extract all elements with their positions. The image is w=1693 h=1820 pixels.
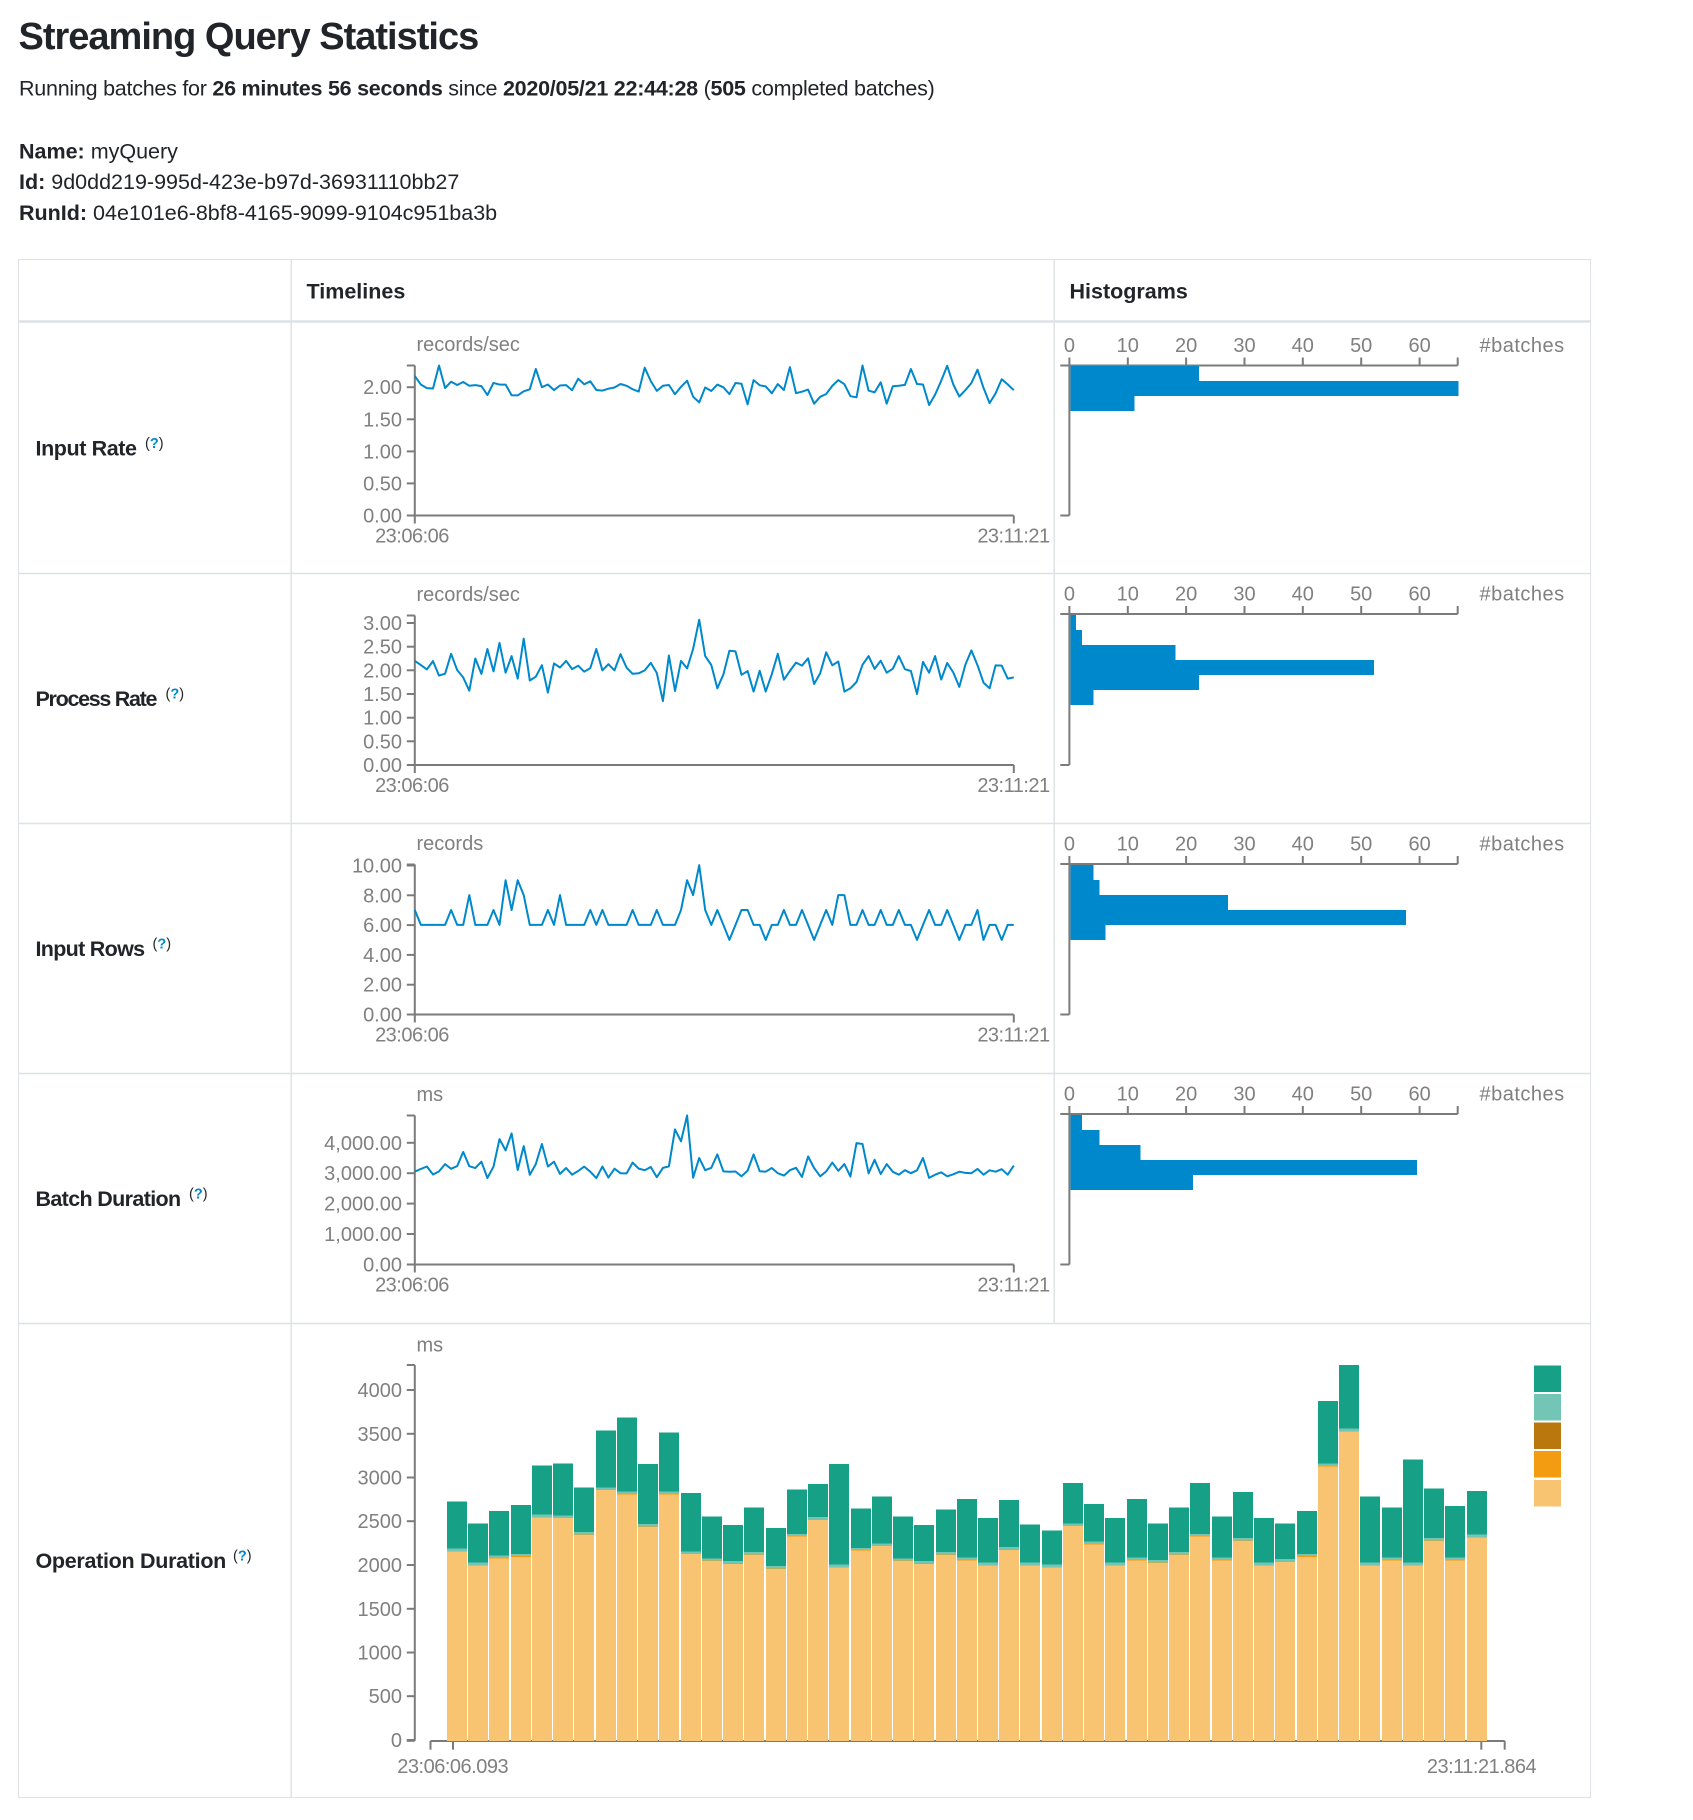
svg-text:1500: 1500 (358, 1599, 403, 1621)
svg-text:23:06:06: 23:06:06 (375, 1025, 449, 1047)
svg-text:#batches: #batches (1480, 584, 1565, 606)
svg-text:3.00: 3.00 (363, 613, 402, 635)
svg-text:1.50: 1.50 (363, 409, 402, 431)
svg-text:23:11:21.864: 23:11:21.864 (1427, 1756, 1537, 1778)
svg-text:Input Rate: Input Rate (36, 437, 138, 461)
svg-text:23:06:06: 23:06:06 (375, 775, 449, 797)
svg-text:2.00: 2.00 (363, 975, 402, 997)
svg-text:30: 30 (1233, 1084, 1255, 1106)
svg-text:20: 20 (1175, 834, 1197, 856)
svg-text:Streaming Query Statistics: Streaming Query Statistics (19, 16, 479, 58)
svg-text:Batch Duration: Batch Duration (36, 1187, 181, 1211)
svg-text:(?): (?) (166, 687, 185, 703)
svg-text:40: 40 (1292, 1084, 1314, 1106)
svg-text:23:06:06: 23:06:06 (375, 526, 449, 548)
svg-text:2.00: 2.00 (363, 660, 402, 682)
svg-text:40: 40 (1292, 335, 1314, 357)
svg-text:records/sec: records/sec (417, 334, 520, 356)
svg-text:#batches: #batches (1480, 335, 1565, 357)
svg-text:0: 0 (1064, 335, 1075, 357)
svg-text:0: 0 (391, 1730, 402, 1752)
svg-text:23:06:06: 23:06:06 (375, 1275, 449, 1297)
svg-text:10: 10 (1117, 834, 1139, 856)
svg-text:#batches: #batches (1480, 834, 1565, 856)
svg-text:(?): (?) (153, 937, 172, 953)
svg-text:20: 20 (1175, 584, 1197, 606)
svg-text:0.00: 0.00 (363, 1005, 402, 1027)
svg-text:3500: 3500 (358, 1424, 403, 1446)
svg-text:Input Rows: Input Rows (36, 937, 146, 961)
svg-text:(?): (?) (233, 1549, 252, 1565)
svg-text:30: 30 (1233, 584, 1255, 606)
svg-text:Operation Duration: Operation Duration (36, 1549, 227, 1573)
svg-text:0: 0 (1064, 1084, 1075, 1106)
svg-text:4,000.00: 4,000.00 (324, 1133, 402, 1155)
svg-text:0.00: 0.00 (363, 506, 402, 528)
svg-text:0.00: 0.00 (363, 755, 402, 777)
svg-text:2.00: 2.00 (363, 377, 402, 399)
svg-text:40: 40 (1292, 834, 1314, 856)
svg-text:(?): (?) (145, 436, 164, 452)
svg-text:0.50: 0.50 (363, 731, 402, 753)
svg-text:50: 50 (1350, 834, 1372, 856)
svg-text:(?): (?) (189, 1187, 208, 1203)
svg-text:6.00: 6.00 (363, 915, 402, 937)
svg-text:1.00: 1.00 (363, 441, 402, 463)
svg-text:Running batches for 26 minutes: Running batches for 26 minutes 56 second… (19, 77, 935, 101)
svg-text:0.50: 0.50 (363, 473, 402, 495)
svg-text:10: 10 (1117, 335, 1139, 357)
svg-text:23:11:21: 23:11:21 (977, 775, 1050, 797)
svg-text:1000: 1000 (358, 1643, 403, 1665)
svg-text:60: 60 (1408, 335, 1430, 357)
svg-text:10: 10 (1117, 584, 1139, 606)
svg-text:50: 50 (1350, 584, 1372, 606)
svg-text:20: 20 (1175, 1084, 1197, 1106)
svg-text:3000: 3000 (358, 1468, 403, 1490)
svg-text:50: 50 (1350, 1084, 1372, 1106)
svg-text:RunId: 04e101e6-8bf8-4165-9099: RunId: 04e101e6-8bf8-4165-9099-9104c951b… (19, 201, 497, 225)
svg-text:Timelines: Timelines (307, 280, 406, 304)
svg-text:500: 500 (369, 1686, 402, 1708)
svg-text:10: 10 (1117, 1084, 1139, 1106)
svg-text:Histograms: Histograms (1070, 280, 1188, 304)
svg-text:30: 30 (1233, 335, 1255, 357)
svg-text:50: 50 (1350, 335, 1372, 357)
svg-text:60: 60 (1408, 834, 1430, 856)
svg-text:records: records (417, 833, 484, 855)
svg-text:Id: 9d0dd219-995d-423e-b97d-36: Id: 9d0dd219-995d-423e-b97d-36931110bb27 (19, 170, 459, 194)
svg-text:30: 30 (1233, 834, 1255, 856)
svg-text:2500: 2500 (358, 1511, 403, 1533)
svg-text:records/sec: records/sec (417, 584, 520, 606)
svg-text:4000: 4000 (358, 1380, 403, 1402)
svg-text:ms: ms (417, 1084, 444, 1106)
svg-text:#batches: #batches (1480, 1084, 1565, 1106)
svg-text:1.50: 1.50 (363, 684, 402, 706)
svg-text:20: 20 (1175, 335, 1197, 357)
svg-text:23:11:21: 23:11:21 (977, 1025, 1050, 1047)
svg-text:60: 60 (1408, 1084, 1430, 1106)
svg-text:23:11:21: 23:11:21 (977, 526, 1050, 548)
svg-text:40: 40 (1292, 584, 1314, 606)
svg-text:60: 60 (1408, 584, 1430, 606)
svg-text:10.00: 10.00 (352, 856, 402, 878)
svg-text:23:11:21: 23:11:21 (977, 1275, 1050, 1297)
svg-text:2.50: 2.50 (363, 637, 402, 659)
svg-text:0: 0 (1064, 584, 1075, 606)
svg-text:2000: 2000 (358, 1555, 403, 1577)
svg-text:1.00: 1.00 (363, 708, 402, 730)
svg-text:4.00: 4.00 (363, 945, 402, 967)
svg-text:23:06:06.093: 23:06:06.093 (397, 1756, 508, 1778)
svg-text:0.00: 0.00 (363, 1255, 402, 1277)
svg-text:0: 0 (1064, 834, 1075, 856)
svg-text:Process Rate: Process Rate (36, 687, 158, 711)
svg-text:Name: myQuery: Name: myQuery (19, 140, 178, 164)
svg-text:1,000.00: 1,000.00 (324, 1224, 402, 1246)
svg-text:2,000.00: 2,000.00 (324, 1194, 402, 1216)
svg-text:ms: ms (417, 1335, 444, 1357)
svg-text:3,000.00: 3,000.00 (324, 1163, 402, 1185)
svg-text:8.00: 8.00 (363, 885, 402, 907)
